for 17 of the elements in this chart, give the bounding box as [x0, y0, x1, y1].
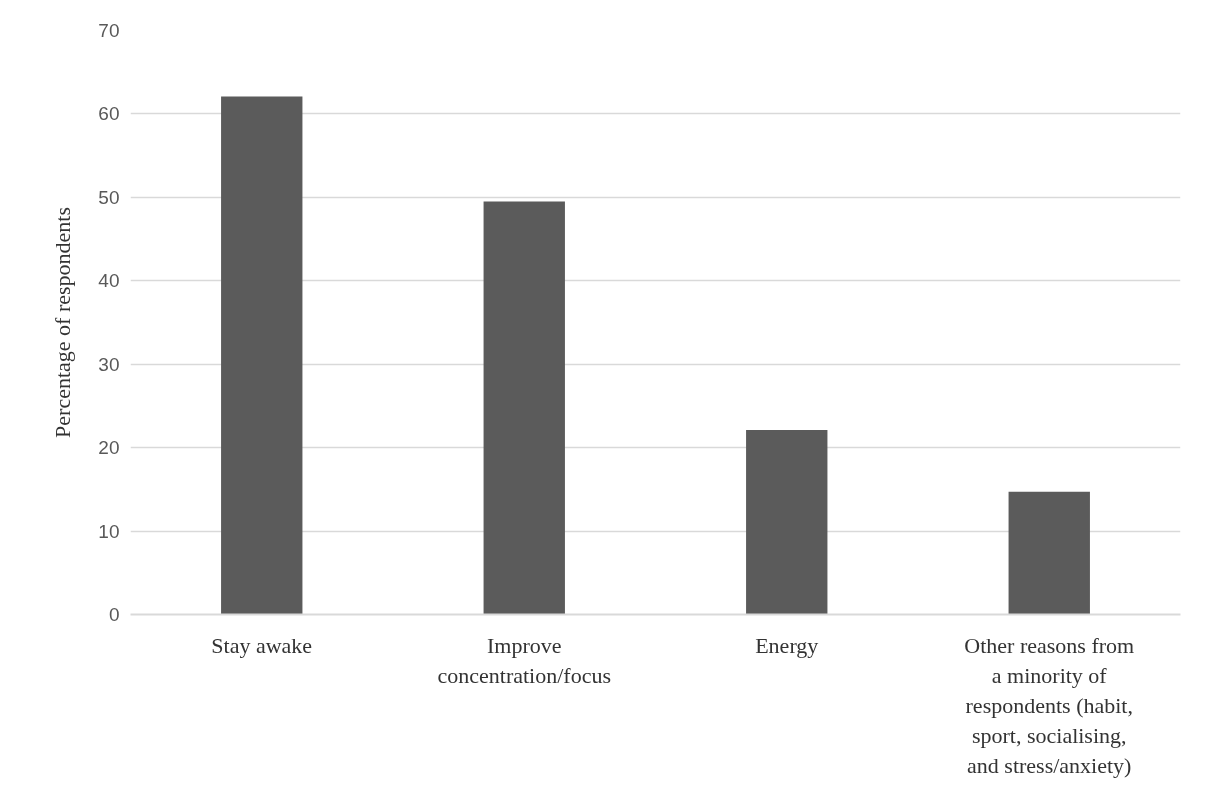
x-tick-label: Improve concentration/focus — [437, 632, 612, 688]
bar — [1008, 491, 1090, 615]
y-tick-label: 70 — [98, 20, 120, 41]
y-axis-title: Percentage of respondents — [50, 207, 76, 438]
y-tick-label: 50 — [98, 186, 120, 208]
x-tick-label: Stay awake — [211, 632, 313, 658]
bar — [483, 201, 565, 615]
y-tick-label: 10 — [98, 520, 120, 542]
y-tick-label: 60 — [98, 103, 120, 125]
x-tick-label: Energy — [755, 632, 819, 658]
y-tick-label: 30 — [98, 353, 120, 375]
y-tick-label: 40 — [98, 270, 120, 292]
bar — [221, 96, 303, 615]
x-tick-label: Other reasons from a minority of respondents (habit, sport, socialising, and stress/anxiety) — [964, 632, 1135, 778]
y-tick-label: 20 — [98, 437, 120, 459]
y-tick-label: 0 — [108, 604, 120, 625]
bar — [746, 430, 828, 615]
